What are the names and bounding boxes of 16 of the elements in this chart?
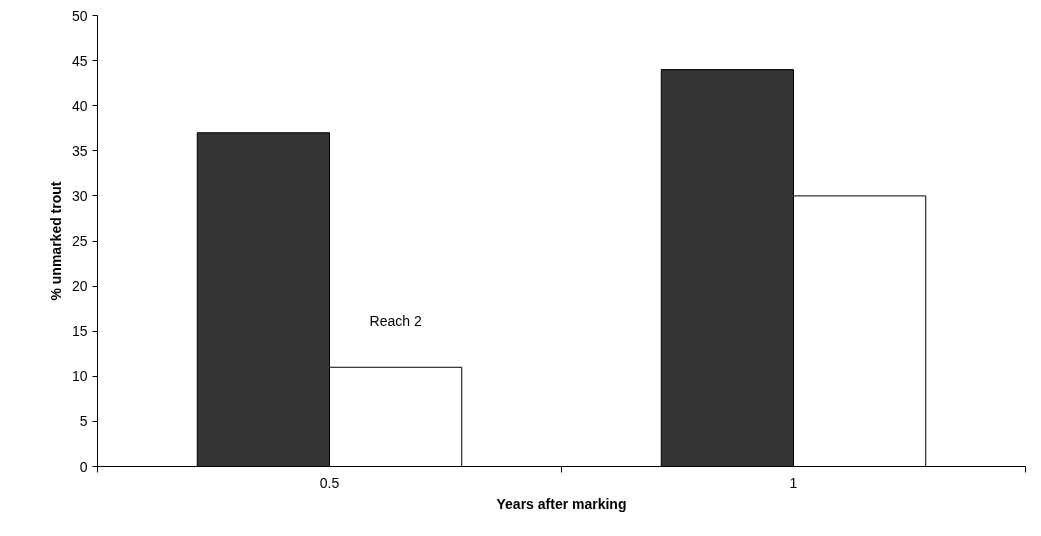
y-tick-label: 15 (71, 323, 88, 340)
x-tick-label: 1 (789, 474, 798, 491)
y-tick-label: 50 (71, 7, 88, 24)
y-tick-label: 35 (71, 142, 88, 159)
y-tick-label: 40 (71, 97, 88, 114)
y-tick-label: 45 (71, 52, 88, 69)
text: Reach 2 (369, 313, 422, 330)
x-axis-title: Years after marking (496, 495, 627, 512)
y-tick-label: 30 (71, 187, 88, 204)
y-tick-label: 0 (79, 458, 88, 475)
x-tick-label: 0.5 (319, 474, 340, 491)
y-tick-label: 25 (71, 233, 88, 249)
y-tick-label: 20 (71, 278, 88, 295)
y-axis-title: % unmarked trout (47, 181, 64, 301)
y-tick-label: 10 (71, 368, 88, 385)
y-tick-label: 5 (79, 413, 88, 430)
